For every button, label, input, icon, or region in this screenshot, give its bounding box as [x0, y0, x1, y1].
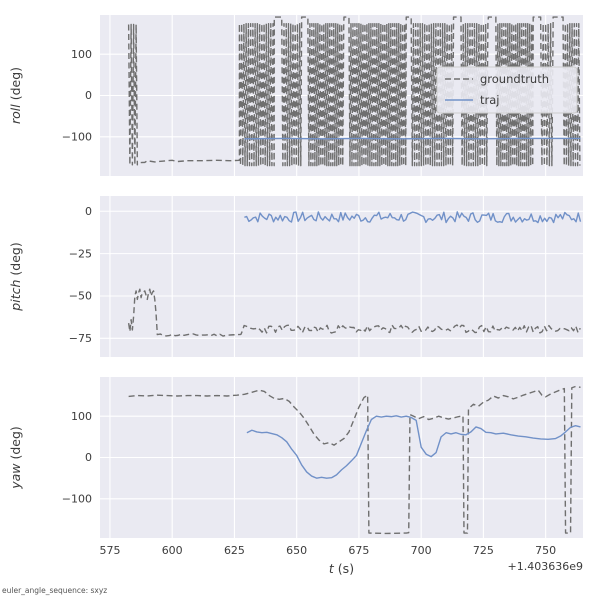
x-tick-label: 600 [162, 544, 183, 557]
y-tick-label: 100 [71, 48, 92, 61]
x-axis-label: t (s) [329, 561, 354, 576]
y-tick-label: −25 [69, 247, 92, 260]
x-axis-offset-text: +1.403636e9 [508, 560, 583, 573]
legend-label: groundtruth [480, 72, 549, 86]
y-tick-label: −50 [69, 290, 92, 303]
y-tick-label: 0 [85, 451, 92, 464]
pitch-plot: 0 −25 −50 −75 pitch (deg) [8, 196, 583, 357]
euler-sequence-caption: euler_angle_sequence: sxyz [2, 586, 108, 595]
groundtruth-line [128, 385, 581, 535]
y-tick-label: 0 [85, 89, 92, 102]
y-tick-label: −75 [69, 332, 92, 345]
y-tick-label: 100 [71, 410, 92, 423]
y-tick-label: −100 [62, 131, 92, 144]
y-tick-label: 0 [85, 205, 92, 218]
roll-plot: 100 0 −100 roll (deg) groundtruth traj [8, 15, 583, 176]
x-tick-label: 575 [99, 544, 120, 557]
x-tick-label: 750 [535, 544, 556, 557]
y-axis-label: roll (deg) [8, 67, 23, 124]
y-tick-label: −100 [62, 493, 92, 506]
series-group [128, 385, 581, 535]
x-tick-label: 725 [473, 544, 494, 557]
x-tick-label: 650 [286, 544, 307, 557]
y-axis-label: pitch (deg) [8, 242, 23, 311]
series-group [127, 16, 581, 167]
traj-line [244, 211, 582, 224]
series-group [127, 211, 582, 337]
yaw-plot: 100 0 −100 yaw (deg) 575 600 625 650 675 700 725 75… [8, 377, 583, 576]
groundtruth-line [127, 288, 581, 337]
x-tick-label: 700 [411, 544, 432, 557]
x-tick-label: 625 [224, 544, 245, 557]
legend-label: traj [480, 93, 499, 107]
x-tick-label: 675 [348, 544, 369, 557]
traj-line [246, 415, 581, 479]
legend: groundtruth traj [436, 66, 578, 114]
groundtruth-line [127, 16, 581, 167]
y-axis-label: yaw (deg) [8, 426, 23, 490]
